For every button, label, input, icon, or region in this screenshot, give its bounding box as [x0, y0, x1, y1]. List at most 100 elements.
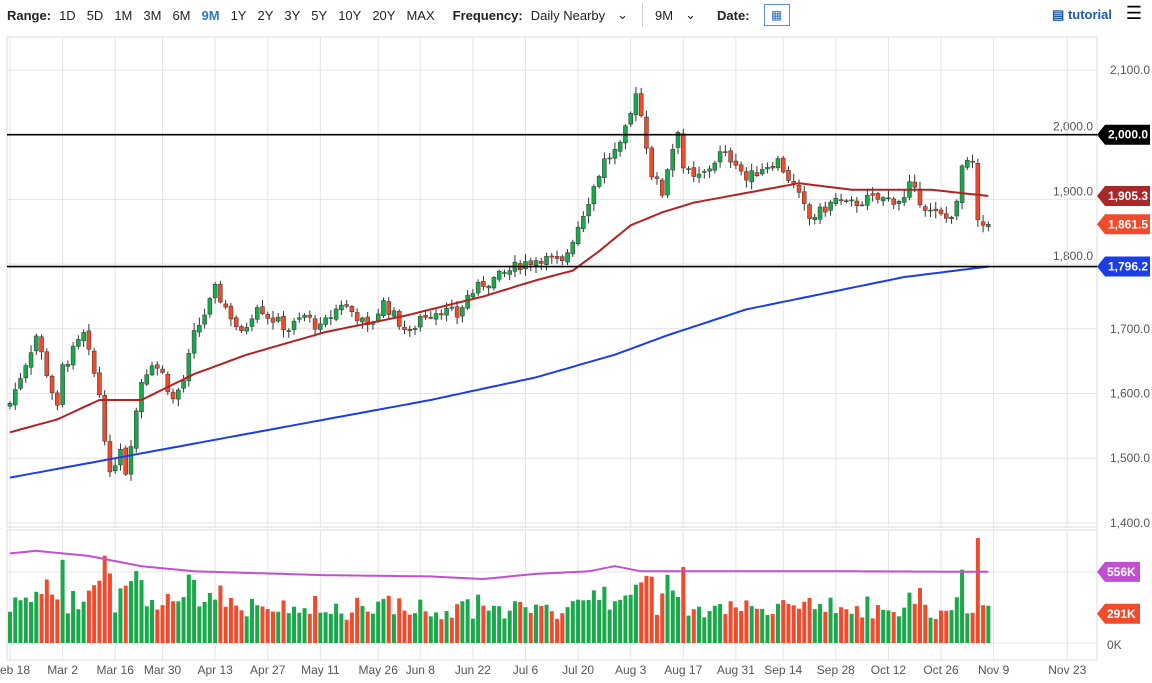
period-select[interactable]: 9M ⌄: [655, 7, 696, 23]
candle-down: [539, 261, 544, 264]
range-2y[interactable]: 2Y: [257, 7, 274, 23]
volume-bar: [555, 618, 560, 643]
chevron-down-icon: ⌄: [685, 7, 697, 22]
candle-up: [633, 93, 639, 116]
volume-bar: [81, 601, 86, 643]
candle-down: [854, 200, 860, 207]
volume-bar: [986, 605, 991, 643]
candle-up: [928, 209, 933, 212]
tutorial-link[interactable]: ▤ tutorial: [1052, 7, 1112, 23]
candle-up: [696, 173, 702, 178]
candle-up: [81, 332, 86, 342]
volume-bar: [465, 599, 470, 643]
volume-bar: [313, 596, 318, 643]
candle-down: [233, 317, 239, 328]
candle-down: [165, 373, 171, 393]
candle-up: [707, 168, 712, 172]
candle-up: [176, 389, 181, 400]
volume-bar: [344, 619, 349, 643]
volume-bar: [165, 594, 170, 643]
candle-down: [281, 316, 286, 331]
candle-up: [765, 167, 770, 170]
y-tick-label: 1,400.0: [1110, 516, 1150, 530]
volume-bar: [718, 604, 723, 643]
volume-bar: [881, 609, 886, 643]
range-1d[interactable]: 1D: [59, 7, 76, 23]
volume-bar: [944, 610, 949, 643]
chevron-down-icon: ⌄: [617, 7, 629, 22]
candle-down: [481, 281, 486, 287]
candle-down: [102, 395, 107, 442]
x-tick-label: Nov 23: [1048, 663, 1086, 677]
range-10y[interactable]: 10Y: [338, 7, 362, 23]
candle-up: [65, 364, 71, 367]
candle-down: [97, 372, 102, 395]
calendar-icon[interactable]: ▦: [763, 4, 790, 26]
candle-up: [749, 170, 754, 183]
candle-up: [191, 330, 197, 354]
candle-down: [91, 350, 97, 374]
volume-bar: [907, 592, 912, 643]
candle-up: [202, 314, 207, 325]
hamburger-menu-icon[interactable]: ☰: [1125, 3, 1142, 23]
volume-tag: 291K: [1107, 607, 1136, 621]
candle-up: [412, 328, 418, 330]
candle-up: [375, 313, 381, 321]
volume-bar: [281, 600, 286, 643]
volume-bar: [791, 605, 796, 643]
range-20y[interactable]: 20Y: [372, 7, 396, 23]
candle-up: [812, 217, 818, 220]
volume-bar: [628, 594, 633, 643]
volume-bar: [528, 612, 533, 643]
volume-bar: [192, 579, 197, 643]
candle-down: [917, 188, 923, 206]
frequency-select[interactable]: Daily Nearby ⌄: [531, 7, 628, 23]
range-5y[interactable]: 5Y: [311, 7, 328, 23]
volume-bar: [176, 601, 181, 643]
candle-down: [560, 256, 565, 262]
range-6m[interactable]: 6M: [172, 7, 191, 23]
candle-down: [407, 328, 413, 331]
range-1m[interactable]: 1M: [114, 7, 133, 23]
price-tag: 1,796.2: [1108, 260, 1148, 274]
volume-bar: [60, 559, 65, 643]
film-icon: ▤: [1052, 7, 1065, 22]
volume-bar: [18, 600, 23, 643]
range-5d[interactable]: 5D: [86, 7, 104, 23]
range-max[interactable]: MAX: [406, 7, 435, 23]
candle-down: [454, 306, 460, 318]
candle-down: [807, 204, 812, 219]
volume-bar: [518, 601, 523, 643]
candle-up: [717, 151, 723, 163]
range-1y[interactable]: 1Y: [230, 7, 247, 23]
candle-up: [628, 113, 633, 125]
volume-bar: [386, 595, 391, 643]
volume-bar: [202, 601, 207, 643]
range-3m[interactable]: 3M: [143, 7, 162, 23]
candle-up: [901, 197, 907, 203]
candle-up: [186, 353, 192, 382]
candle-down: [823, 206, 828, 213]
range-9m[interactable]: 9M: [201, 7, 220, 23]
candle-down: [780, 157, 786, 173]
volume-bar: [739, 611, 744, 643]
candle-up: [896, 201, 902, 204]
volume-bar: [76, 609, 81, 643]
volume-bar: [223, 606, 228, 643]
candle-down: [239, 326, 244, 331]
candle-up: [302, 314, 307, 318]
candle-down: [802, 191, 807, 204]
volume-bar: [802, 601, 807, 643]
volume-bar: [612, 601, 617, 643]
candle-down: [912, 181, 917, 188]
volume-bar: [828, 597, 833, 643]
volume-bar: [370, 613, 375, 643]
volume-bar: [239, 610, 244, 643]
volume-bar: [302, 608, 307, 643]
volume-bar: [549, 611, 554, 643]
volume-bar: [697, 606, 702, 643]
candle-up: [965, 160, 970, 168]
candle-down: [738, 164, 744, 172]
range-3y[interactable]: 3Y: [284, 7, 301, 23]
